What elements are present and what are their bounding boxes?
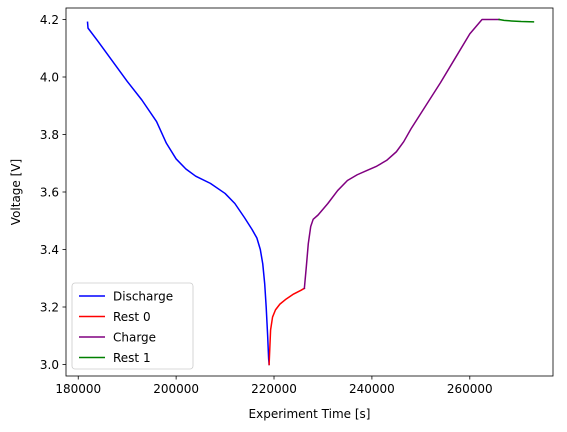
y-tick-label: 3.4 bbox=[40, 243, 59, 257]
y-tick-label: 3.2 bbox=[40, 300, 59, 314]
x-tick-label: 220000 bbox=[251, 382, 297, 396]
series-line-rest-0 bbox=[268, 287, 306, 366]
y-tick-label: 3.0 bbox=[40, 358, 59, 372]
x-tick-label: 180000 bbox=[55, 382, 101, 396]
series-line-charge bbox=[303, 18, 500, 290]
y-axis-label: Voltage [V] bbox=[9, 159, 23, 225]
x-tick-label: 200000 bbox=[153, 382, 199, 396]
legend: Discharge Rest 0 Charge Rest 1 bbox=[71, 282, 194, 370]
legend-label-charge: Charge bbox=[113, 330, 156, 344]
legend-label-discharge: Discharge bbox=[113, 289, 173, 303]
axes-layer: 180000 200000 220000 240000 260000 3.0 3.2 3.4 3… bbox=[40, 7, 554, 396]
y-tick-label: 3.6 bbox=[40, 185, 59, 199]
legend-label-rest-0: Rest 0 bbox=[113, 310, 151, 324]
legend-box bbox=[71, 282, 194, 370]
x-tick-label: 240000 bbox=[349, 382, 395, 396]
x-axis-label: Experiment Time [s] bbox=[249, 407, 371, 421]
legend-label-rest-1: Rest 1 bbox=[113, 351, 151, 365]
series-line-rest-1 bbox=[498, 18, 535, 23]
x-tick-label: 260000 bbox=[447, 382, 493, 396]
y-tick-label: 3.8 bbox=[40, 128, 59, 142]
y-tick-label: 4.2 bbox=[40, 13, 59, 27]
series-line-discharge bbox=[86, 21, 270, 366]
y-tick-label: 4.0 bbox=[40, 70, 59, 84]
